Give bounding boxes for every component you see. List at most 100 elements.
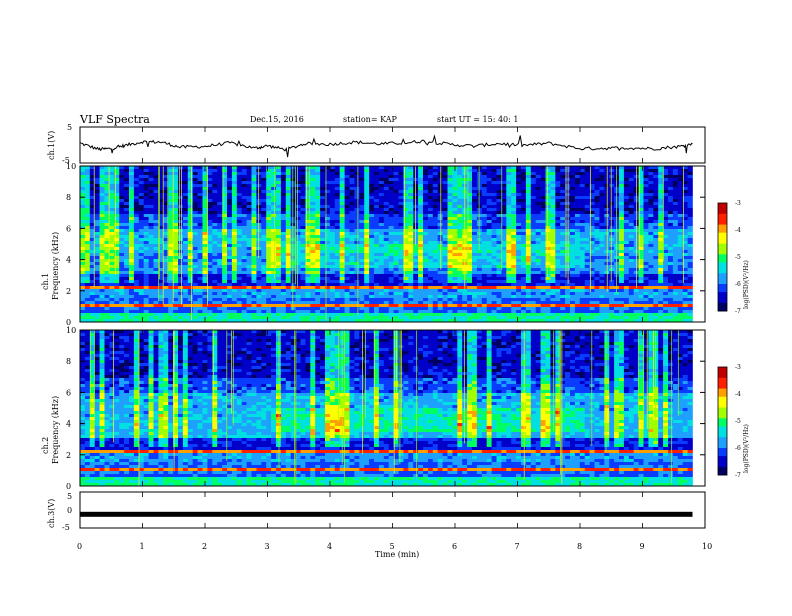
spec1-cell	[609, 265, 615, 269]
spec1-cell	[329, 244, 336, 248]
spec1-cell	[173, 226, 179, 230]
spec1-cell	[310, 256, 316, 260]
spec1-cell	[364, 220, 370, 224]
spec1-cell	[398, 229, 404, 233]
spec1-cell	[467, 244, 473, 248]
spec1-cell	[663, 256, 669, 260]
spec1-cell	[329, 265, 336, 269]
spec1-cell	[481, 190, 487, 194]
spec1-cell	[599, 283, 605, 287]
spec1-cell	[344, 175, 350, 179]
spec1-cell	[663, 277, 669, 281]
spec1-cell	[491, 256, 497, 260]
spec1-cell	[124, 241, 130, 245]
spec1-cell	[506, 190, 512, 194]
spec1-cell	[334, 271, 340, 275]
spec1-cell	[682, 208, 688, 212]
spec1-cell	[599, 229, 605, 233]
spec1-cell	[516, 241, 522, 245]
spec1-cell	[231, 265, 238, 269]
spec1-cell	[658, 253, 664, 257]
spec1-cell	[589, 250, 595, 254]
spec1-cell	[266, 175, 272, 179]
spec1-cell	[246, 178, 252, 182]
spec1-cell	[491, 199, 497, 203]
spec1-cell	[393, 193, 399, 197]
spec1-cell	[648, 199, 654, 203]
spec1-cell	[594, 274, 600, 278]
spec1-cell	[623, 244, 630, 248]
spec1-cell	[241, 238, 247, 242]
spec1-cell	[677, 259, 683, 263]
spec1-cell	[560, 256, 566, 260]
spec1-cell	[579, 220, 585, 224]
spec1-cell	[334, 241, 340, 245]
spec1-cell	[124, 262, 130, 266]
spec1-cell	[187, 244, 193, 248]
spec1-cell	[212, 268, 218, 272]
spec1-cell	[486, 193, 492, 197]
spec1-cell	[163, 214, 169, 218]
spec1-cell	[114, 187, 120, 191]
spec1-cell	[80, 187, 86, 191]
spec1-cell	[383, 169, 389, 173]
spec1-cell	[560, 214, 566, 218]
spec1-cell	[119, 187, 125, 191]
spec1-cell	[325, 259, 331, 263]
spec1-cell	[584, 277, 590, 281]
spec1-cell	[687, 229, 693, 233]
spec1-cell	[197, 202, 203, 206]
spec1-cell	[550, 229, 556, 233]
spec1-cell	[516, 235, 522, 239]
spec1-cell	[241, 181, 247, 185]
spec1-cell	[178, 220, 184, 224]
spec1-cell	[217, 256, 223, 260]
spec1-cell	[511, 274, 517, 278]
spec1-cell	[658, 196, 664, 200]
spec1-cell	[246, 211, 252, 215]
spec1-cell	[609, 274, 615, 278]
spec1-cell	[182, 277, 189, 281]
spec1-cell	[192, 214, 198, 218]
spec1-cell	[447, 193, 453, 197]
spec1-cell	[325, 205, 331, 209]
spec1-cell	[447, 172, 453, 176]
spec1-cell	[378, 181, 385, 185]
spec1-cell	[133, 181, 140, 185]
spec1-cell	[94, 184, 100, 188]
spec1-cell	[329, 226, 336, 230]
spec1-cell	[668, 184, 674, 188]
spec1-cell	[530, 262, 536, 266]
spec1-cell	[202, 172, 208, 176]
spec1-cell	[276, 184, 282, 188]
spec1-cell	[163, 274, 169, 278]
spec1-cell	[148, 166, 154, 170]
spec1-cell	[359, 193, 365, 197]
spec1-cell	[246, 181, 252, 185]
spec1-cell	[143, 214, 149, 218]
spec1-cell	[339, 232, 345, 236]
spec1-cell	[305, 244, 311, 248]
spec1-cell	[623, 220, 630, 224]
spec1-cell	[672, 256, 679, 260]
spec1-cell	[261, 283, 267, 287]
spec1-cell	[643, 208, 649, 212]
spec1-cell	[599, 205, 605, 209]
spec1-cell	[589, 235, 595, 239]
spec1-cell	[609, 199, 615, 203]
spec1-cell	[231, 169, 238, 173]
spec1-cell	[648, 256, 654, 260]
spec1-cell	[329, 250, 336, 254]
spec1-cell	[418, 211, 424, 215]
spec1-cell	[570, 274, 576, 278]
spec1-cell	[481, 202, 487, 206]
spec1-cell	[574, 181, 581, 185]
spec1-cell	[310, 181, 316, 185]
spec1-cell	[359, 202, 365, 206]
spec1-cell	[374, 202, 380, 206]
spec1-cell	[447, 175, 453, 179]
spec1-cell	[349, 187, 355, 191]
spec1-cell	[339, 202, 345, 206]
spec1-cell	[364, 280, 370, 284]
spec1-cell	[457, 283, 463, 287]
